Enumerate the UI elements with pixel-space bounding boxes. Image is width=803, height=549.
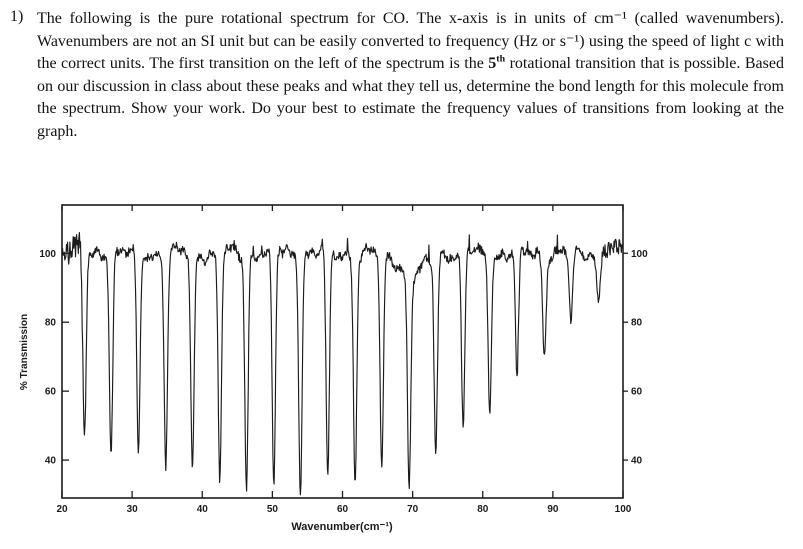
svg-text:90: 90 — [547, 504, 559, 515]
axis-tick-labels: 20 30 40 50 60 70 80 90 100 40 40 60 60 80 80 100 100 — [39, 249, 648, 515]
svg-text:40: 40 — [631, 456, 643, 467]
svg-text:60: 60 — [631, 387, 643, 398]
y-axis-title: % Transmission — [19, 314, 30, 390]
spectrum-trace — [61, 232, 624, 496]
svg-text:80: 80 — [45, 318, 57, 329]
svg-text:100: 100 — [631, 249, 648, 260]
spectrum-figure: 20 30 40 50 60 70 80 90 100 40 40 60 60 80 80 100 100 Wa… — [0, 185, 803, 549]
bold-term-base: 5 — [488, 55, 497, 72]
svg-text:60: 60 — [45, 387, 57, 398]
axis-ticks — [61, 205, 628, 498]
spectrum-chart: 20 30 40 50 60 70 80 90 100 40 40 60 60 80 80 100 100 Wa… — [19, 204, 648, 533]
svg-text:40: 40 — [45, 456, 57, 467]
plot-frame — [61, 204, 624, 499]
bold-term: 5th — [488, 53, 506, 72]
svg-text:80: 80 — [477, 504, 489, 515]
bold-term-sup: th — [496, 53, 506, 65]
svg-text:100: 100 — [615, 504, 632, 515]
problem-text-after: rotational transition that is possible. … — [37, 55, 784, 140]
problem-text: The following is the pure rotational spe… — [37, 8, 784, 143]
problem-statement: 1) The following is the pure rotational … — [10, 8, 784, 143]
svg-text:70: 70 — [407, 504, 419, 515]
svg-text:30: 30 — [127, 504, 139, 515]
svg-text:80: 80 — [631, 318, 643, 329]
svg-text:50: 50 — [267, 504, 279, 515]
problem-number: 1) — [10, 8, 24, 25]
svg-text:100: 100 — [39, 249, 56, 260]
svg-text:40: 40 — [197, 504, 209, 515]
svg-text:20: 20 — [56, 504, 68, 515]
x-axis-title: Wavenumber(cm⁻¹) — [291, 521, 393, 533]
svg-text:60: 60 — [337, 504, 349, 515]
problem-text-before: The following is the pure rotational spe… — [37, 10, 784, 72]
